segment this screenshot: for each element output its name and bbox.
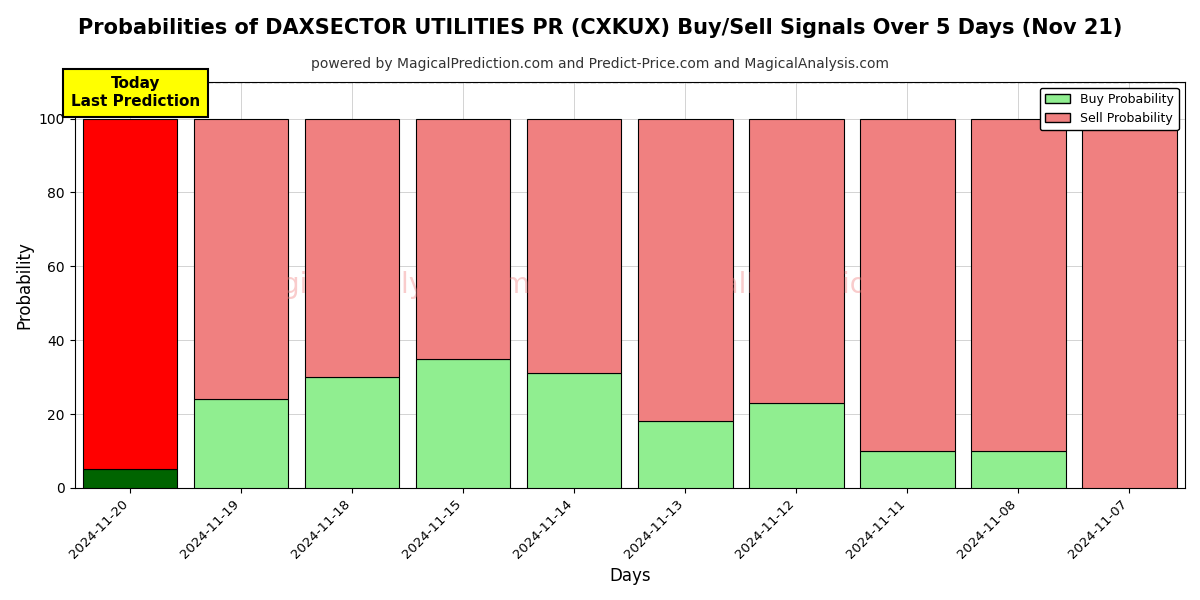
Bar [83,119,178,469]
Text: MagicalPrediction.com: MagicalPrediction.com [640,271,953,299]
Bar [527,119,622,373]
Y-axis label: Probability: Probability [16,241,34,329]
X-axis label: Days: Days [610,567,650,585]
Text: Today
Last Prediction: Today Last Prediction [71,76,200,109]
Bar [971,451,1066,488]
Bar [971,119,1066,451]
Bar [416,119,510,359]
Text: powered by MagicalPrediction.com and Predict-Price.com and MagicalAnalysis.com: powered by MagicalPrediction.com and Pre… [311,57,889,71]
Bar [860,119,955,451]
Bar [749,403,844,488]
Bar [638,421,732,488]
Bar [305,119,400,377]
Bar [527,373,622,488]
Bar [194,119,288,399]
Bar [860,451,955,488]
Bar [305,377,400,488]
Bar [1082,119,1177,488]
Bar [416,359,510,488]
Text: MagicalAnalysis.com: MagicalAnalysis.com [241,271,530,299]
Bar [749,119,844,403]
Bar [194,399,288,488]
Bar [638,119,732,421]
Text: Probabilities of DAXSECTOR UTILITIES PR (CXKUX) Buy/Sell Signals Over 5 Days (No: Probabilities of DAXSECTOR UTILITIES PR … [78,18,1122,38]
Bar [83,469,178,488]
Legend: Buy Probability, Sell Probability: Buy Probability, Sell Probability [1040,88,1178,130]
